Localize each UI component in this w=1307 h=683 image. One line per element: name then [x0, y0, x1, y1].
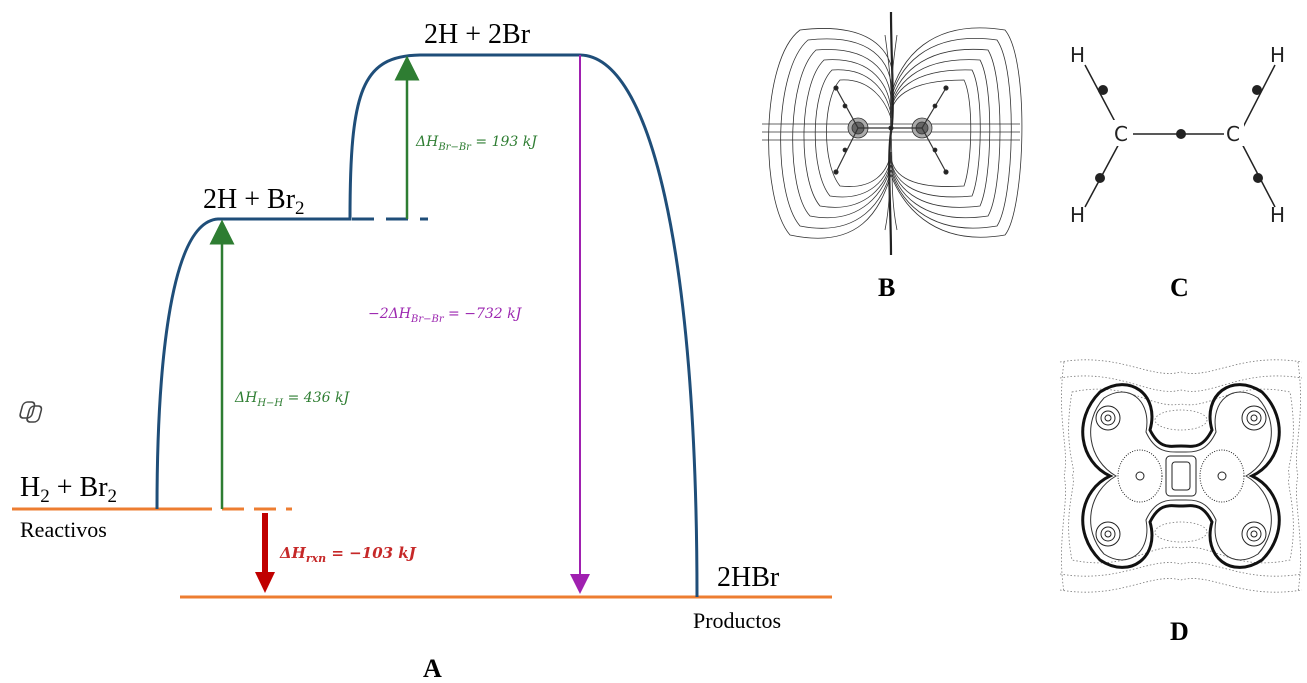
panel-b-contour-map: [760, 11, 1023, 260]
panel-d-laplacian-map: [1056, 352, 1306, 599]
label-neg-2dh: −2ΔHBr−Br = −732 kJ: [368, 306, 523, 325]
atom-h-bottom-right: H: [1270, 203, 1285, 227]
energy-diagram: H2 + Br2 Reactivos 2H + Br2 2H + 2Br 2HB…: [12, 19, 832, 683]
atom-c-left: C: [1114, 122, 1128, 146]
atom-h-bottom-left: H: [1070, 203, 1085, 227]
atom-h-top-right: H: [1270, 43, 1285, 67]
atom-c-right: C: [1226, 122, 1240, 146]
atom-h-top-left: H: [1070, 43, 1085, 67]
label-dh-hh: ΔHH−H = 436 kJ: [234, 390, 350, 409]
reactants-caption: Reactivos: [20, 517, 107, 542]
arrow-dh-rxn-head: [255, 572, 275, 593]
intermediate2-formula: 2H + 2Br: [424, 19, 531, 50]
intermediate1-formula: 2H + Br2: [203, 184, 305, 219]
panel-c-label: C: [1170, 273, 1189, 302]
label-dh-rxn: ΔHrxn = −103 kJ: [279, 544, 417, 565]
reactants-formula: H2 + Br2: [20, 472, 117, 507]
products-formula: 2HBr: [717, 562, 780, 593]
panel-a-label: A: [423, 654, 442, 683]
label-dh-brbr: ΔHBr−Br = 193 kJ: [415, 134, 538, 153]
panel-c-molecule-graph: H H H H C C: [1070, 43, 1285, 227]
energy-path-curve: [155, 53, 699, 598]
products-caption: Productos: [693, 608, 781, 633]
overlay-logo-icon: [19, 401, 43, 423]
panel-b-label: B: [878, 273, 895, 302]
panel-d-label: D: [1170, 617, 1189, 646]
